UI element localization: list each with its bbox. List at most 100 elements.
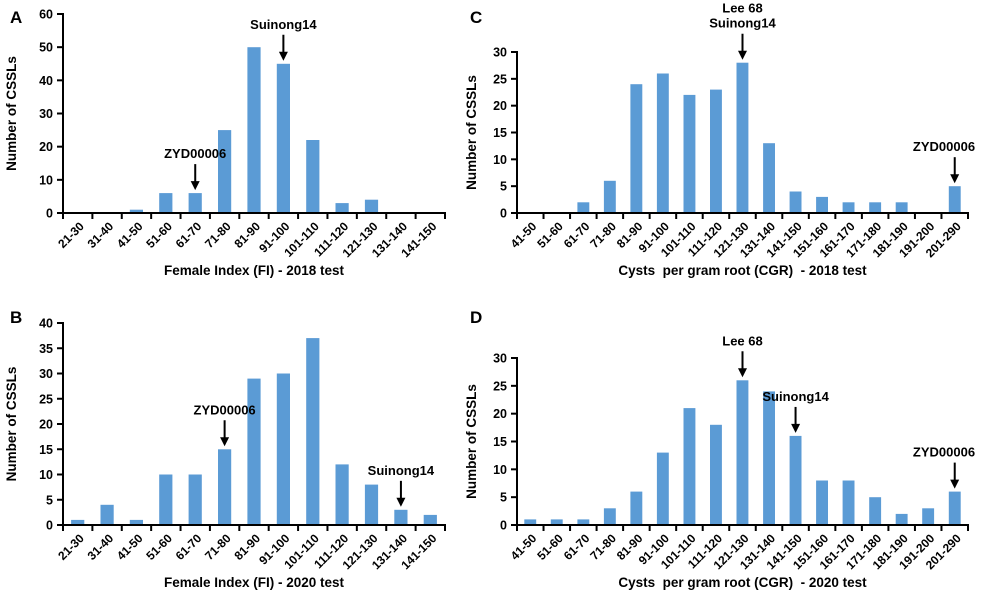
annotation-arrowhead [278,51,288,61]
x-tick-label: 31-40 [85,219,117,251]
y-tick-label: 25 [493,72,507,86]
annotation-label: ZYD00006 [164,146,226,161]
x-tick-label: 61-70 [561,219,593,251]
bar-chart-cgr-2020: 05101520253041-5051-6061-7071-8081-9091-… [464,333,975,590]
bar [630,84,643,213]
annotation-arrowhead [190,181,200,191]
bar [816,196,828,213]
bar [895,513,908,525]
annotation-arrowhead [220,437,230,447]
bar [736,62,749,214]
x-tick-label: 71-80 [202,531,234,563]
bar [948,491,961,525]
y-tick-label: 10 [39,173,53,187]
y-tick-label: 5 [46,493,53,507]
bar [842,202,855,213]
panel-b: B 0 5 10 15 20 25 30 35 40 21-30 31-40 41-50 51-60 61… [0,300,460,615]
x-tick-label: 61-70 [561,531,593,563]
annotation-label: Suinong14 [762,389,829,404]
x-axis-title: Female Index (FI) - 2018 test [164,263,345,278]
annotation-label: Lee 68 [722,333,762,348]
annotation-arrowhead [950,174,960,184]
bar [129,209,143,213]
panel-d: D 0 5 10 15 20 25 30 41-50 51-60 61-70 71-80 81-90 9… [460,300,984,615]
bar [524,519,537,525]
y-tick-label: 15 [39,443,53,457]
bar [577,519,590,525]
y-tick-label: 0 [500,519,507,533]
bar [736,380,749,525]
bar [188,193,202,213]
y-axis-title: Number of CSSLs [4,367,19,482]
y-axis-title: Number of CSSLs [4,56,19,171]
y-tick-label: 10 [493,153,507,167]
annotation-label: ZYD00006 [913,445,975,460]
y-tick-label: 30 [39,367,53,381]
panel-a: A 0 10 20 30 40 50 60 21-30 31-40 41-50 51-60 61-70… [0,0,460,300]
x-tick-label: 51-60 [143,531,175,563]
bar [763,391,775,525]
y-tick-label: 35 [39,342,53,356]
bar [656,73,669,213]
annotation-label: ZYD00006 [913,139,975,154]
x-tick-label: 21-30 [55,219,87,251]
x-tick-label: 71-80 [202,219,234,251]
x-axis-title: Female Index (FI) - 2020 test [164,575,345,590]
y-axis-title: Number of CSSLs [464,75,479,190]
panel-c-letter: C [470,8,483,27]
y-axis-title: Number of CSSLs [464,384,479,499]
annotation-arrowhead [738,368,747,378]
bar [683,408,696,525]
bar [683,94,696,213]
bar [948,186,961,213]
y-tick-label: 0 [500,207,507,221]
bar [188,474,202,525]
x-tick-label: 61-70 [173,219,205,251]
annotation-arrowhead [738,50,747,60]
x-axis-title: Cysts per gram root (CGR) - 2018 test [618,263,867,278]
bar [364,484,379,525]
bar [159,474,173,525]
y-tick-label: 20 [493,99,507,113]
annotation-label: Suinong14 [368,463,435,478]
bar [247,47,261,214]
y-tick-label: 60 [39,8,53,22]
bar [218,449,232,526]
y-tick-label: 5 [500,491,507,505]
annotation-arrowhead [791,423,801,433]
y-tick-label: 20 [39,418,53,432]
x-tick-label: 61-70 [173,531,205,563]
bar-chart-fi-2020: 0 5 10 15 20 25 30 35 40 21-3031-4041-5051-6061-7… [4,317,446,590]
bar [71,519,85,525]
bar [577,202,590,213]
y-tick-label: 15 [493,435,507,449]
panel-d-letter: D [470,308,483,327]
bar [129,519,143,525]
bar-chart-fi-2018: 0 10 20 30 40 50 60 21-3031-4041-5051-6061-7071… [4,8,446,278]
annotation-label: Lee 68 [722,1,762,16]
annotation-label: Suinong14 [709,16,776,31]
bar [100,504,114,525]
y-tick-label: 30 [493,46,507,60]
y-tick-label: 30 [39,107,53,121]
x-tick-label: 41-50 [114,219,146,251]
bar [394,509,408,525]
annotation-arrowhead [396,497,406,507]
x-tick-label: 41-50 [508,531,540,563]
bar [550,519,563,525]
panel-b-letter: B [10,308,23,327]
x-tick-label: 71-80 [587,531,619,563]
bar [306,338,320,525]
y-tick-label: 15 [493,126,507,140]
bar [710,424,722,525]
x-tick-label: 71-80 [587,219,619,251]
bar [218,130,232,213]
y-tick-label: 20 [39,140,53,154]
bar [842,480,855,525]
annotation-label: ZYD00006 [194,402,256,417]
bar [276,63,290,214]
y-tick-label: 5 [500,180,507,194]
bar [364,199,379,213]
panel-c: C 0 5 10 15 20 25 30 41-50 51-60 61-70 71-80 81-90 9… [460,0,984,300]
